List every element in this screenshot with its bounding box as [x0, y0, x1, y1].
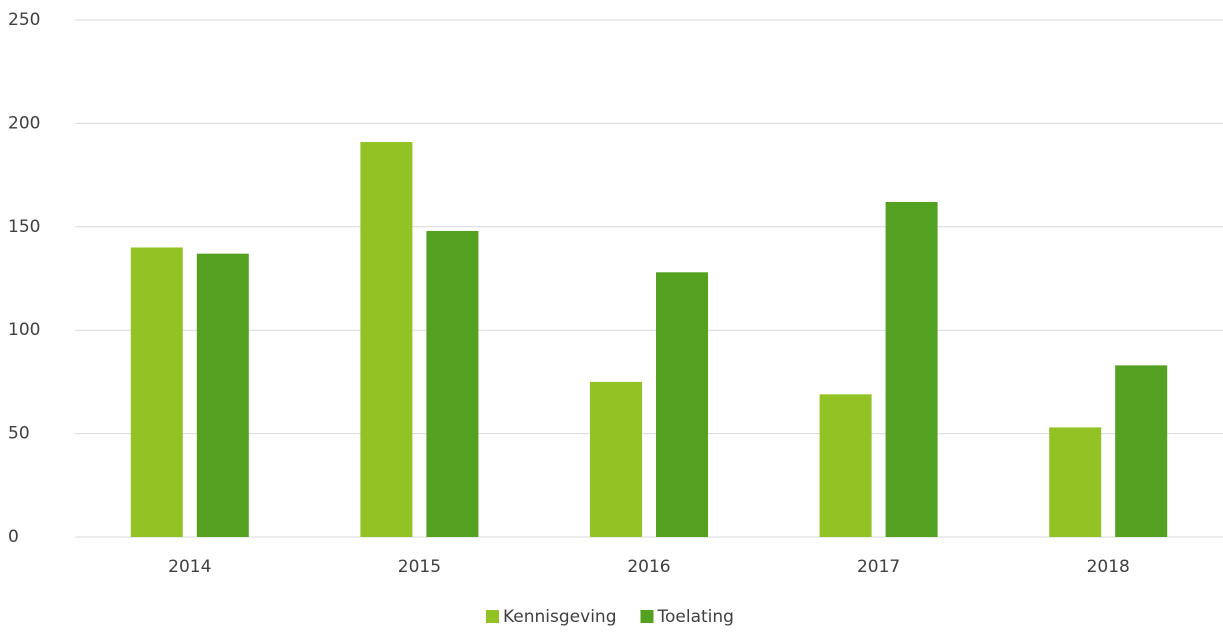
- y-tick-label: 250: [8, 10, 40, 30]
- bar: [1049, 427, 1102, 537]
- x-tick-label: 2018: [1087, 557, 1130, 577]
- x-tick-label: 2014: [168, 557, 211, 577]
- bar: [1115, 365, 1168, 537]
- bar: [196, 253, 249, 537]
- x-tick-label: 2017: [857, 557, 900, 577]
- y-tick-label: 0: [8, 527, 19, 547]
- bar: [885, 201, 938, 537]
- y-tick-label: 150: [8, 217, 40, 237]
- y-tick-label: 50: [8, 424, 30, 444]
- legend-swatch: [486, 610, 499, 623]
- bar: [426, 230, 479, 537]
- legend-swatch: [640, 610, 654, 623]
- y-tick-label: 200: [8, 113, 40, 133]
- x-tick-label: 2016: [627, 557, 670, 577]
- bar: [590, 381, 642, 537]
- bar: [819, 394, 872, 537]
- x-tick-label: 2015: [398, 557, 441, 577]
- bar: [360, 142, 413, 537]
- y-tick-label: 100: [8, 320, 40, 340]
- bar: [130, 247, 183, 538]
- bar: [656, 272, 708, 537]
- legend-label: Kennisgeving: [503, 607, 617, 627]
- legend-label: Toelating: [657, 607, 734, 627]
